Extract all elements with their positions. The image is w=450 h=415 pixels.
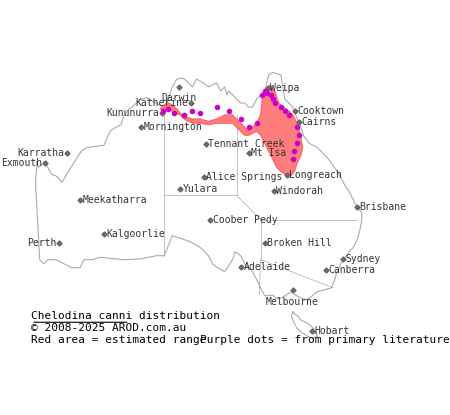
Text: Mt Isa: Mt Isa <box>251 148 286 158</box>
Text: Purple dots = from primary literature: Purple dots = from primary literature <box>200 335 450 345</box>
Text: Hobart: Hobart <box>314 326 349 336</box>
Text: Alice Springs: Alice Springs <box>206 172 282 182</box>
Text: Brisbane: Brisbane <box>360 202 407 212</box>
Text: Coober Pedy: Coober Pedy <box>213 215 277 225</box>
Text: Adelaide: Adelaide <box>244 262 291 272</box>
Polygon shape <box>291 312 317 339</box>
Text: Cooktown: Cooktown <box>297 106 344 116</box>
Polygon shape <box>36 73 362 300</box>
Text: Red area = estimated range: Red area = estimated range <box>31 335 207 345</box>
Text: Canberra: Canberra <box>328 265 375 275</box>
Text: Kununurra: Kununurra <box>107 108 160 118</box>
Text: © 2008-2025 AROD.com.au: © 2008-2025 AROD.com.au <box>31 323 186 333</box>
Text: Cairns: Cairns <box>302 117 337 127</box>
Text: Weipa: Weipa <box>270 83 300 93</box>
Text: Longreach: Longreach <box>289 170 342 180</box>
Text: Kalgoorlie: Kalgoorlie <box>106 229 165 239</box>
Polygon shape <box>160 85 302 176</box>
Text: Sydney: Sydney <box>345 254 380 264</box>
Text: Windorah: Windorah <box>276 186 324 196</box>
Text: Melbourne: Melbourne <box>266 297 319 307</box>
Text: Katherine: Katherine <box>135 98 188 108</box>
Text: Karratha: Karratha <box>17 148 64 158</box>
Text: Tennant Creek: Tennant Creek <box>208 139 285 149</box>
Text: Perth: Perth <box>27 238 56 248</box>
Text: Yulara: Yulara <box>183 184 218 194</box>
Text: Meekatharra: Meekatharra <box>82 195 147 205</box>
Text: Exmouth: Exmouth <box>1 158 42 168</box>
Text: Mornington: Mornington <box>144 122 202 132</box>
Text: Darwin: Darwin <box>162 93 197 103</box>
Text: Chelodina canni distribution: Chelodina canni distribution <box>31 311 220 321</box>
Text: Broken Hill: Broken Hill <box>267 238 332 248</box>
